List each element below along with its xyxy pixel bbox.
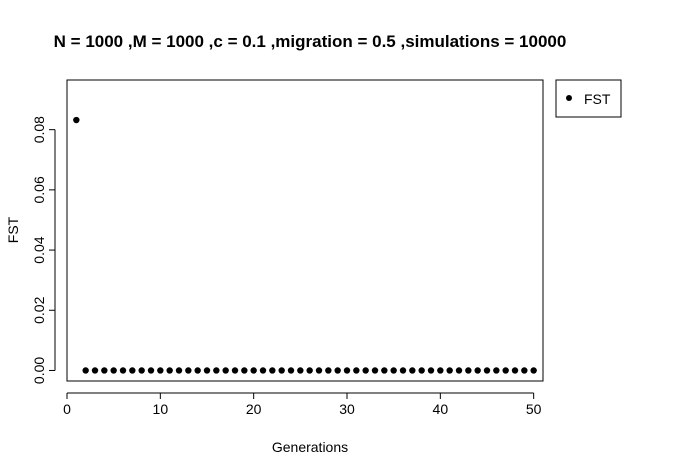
y-tick-label: 0.06 [31,176,47,203]
data-point [73,116,80,124]
x-tick-label: 0 [63,401,71,417]
data-point [203,367,211,374]
chart-title: N = 1000 ,M = 1000 ,c = 0.1 ,migration =… [54,32,567,51]
y-tick-label: 0.08 [31,116,47,143]
x-axis: 0 10 20 30 40 50 [63,392,542,417]
data-point [297,367,304,374]
data-point [250,367,257,374]
y-tick-label: 0.04 [31,236,47,263]
data-point [455,367,463,374]
data-point [110,367,117,374]
y-tick-label: 0.00 [31,357,47,384]
data-point [315,367,323,374]
data-point [353,367,360,374]
y-axis: 0.00 0.02 0.04 0.06 0.08 [31,116,56,384]
data-point [185,367,192,374]
data-point [483,367,491,374]
x-tick-label: 40 [433,401,449,417]
data-point [147,367,155,374]
data-point [129,367,136,374]
data-point [493,367,500,374]
x-tick-label: 30 [339,401,355,417]
data-point [306,367,313,374]
data-point [474,367,481,374]
data-point [446,367,453,374]
legend: FST [555,79,622,118]
data-point [437,367,444,374]
legend-entry-fst: FST [584,91,611,107]
plot-frame [66,79,544,382]
data-point [157,367,164,374]
x-axis-label: Generations [272,439,348,455]
data-point [222,367,229,374]
data-point [502,367,509,374]
data-point [465,367,472,374]
y-tick-label: 0.02 [31,296,47,323]
y-axis-label: FST [5,216,21,243]
data-point [269,367,276,374]
data-point [511,367,519,374]
data-point [427,367,435,374]
data-point [530,367,537,374]
data-point [82,367,89,374]
data-point [194,367,201,374]
data-point [381,367,388,374]
data-point [371,367,379,374]
data-point [390,367,397,374]
legend-marker [566,95,572,101]
x-tick-label: 50 [526,401,542,417]
data-point [334,367,341,374]
data-point [521,367,528,374]
data-point [119,367,127,374]
data-point [241,367,248,374]
data-point [166,367,173,374]
data-point [325,367,332,374]
data-point [399,367,407,374]
data-point [259,367,267,374]
data-point [287,367,295,374]
data-points [73,116,537,374]
data-point [409,367,416,374]
data-point [231,367,239,374]
data-point [138,367,145,374]
data-point [175,367,183,374]
data-point [418,367,425,374]
data-point [343,367,351,374]
data-point [91,367,99,374]
data-point [213,367,220,374]
data-point [101,367,108,374]
x-tick-label: 20 [246,401,262,417]
data-point [278,367,285,374]
x-tick-label: 10 [153,401,169,417]
data-point [362,367,369,374]
